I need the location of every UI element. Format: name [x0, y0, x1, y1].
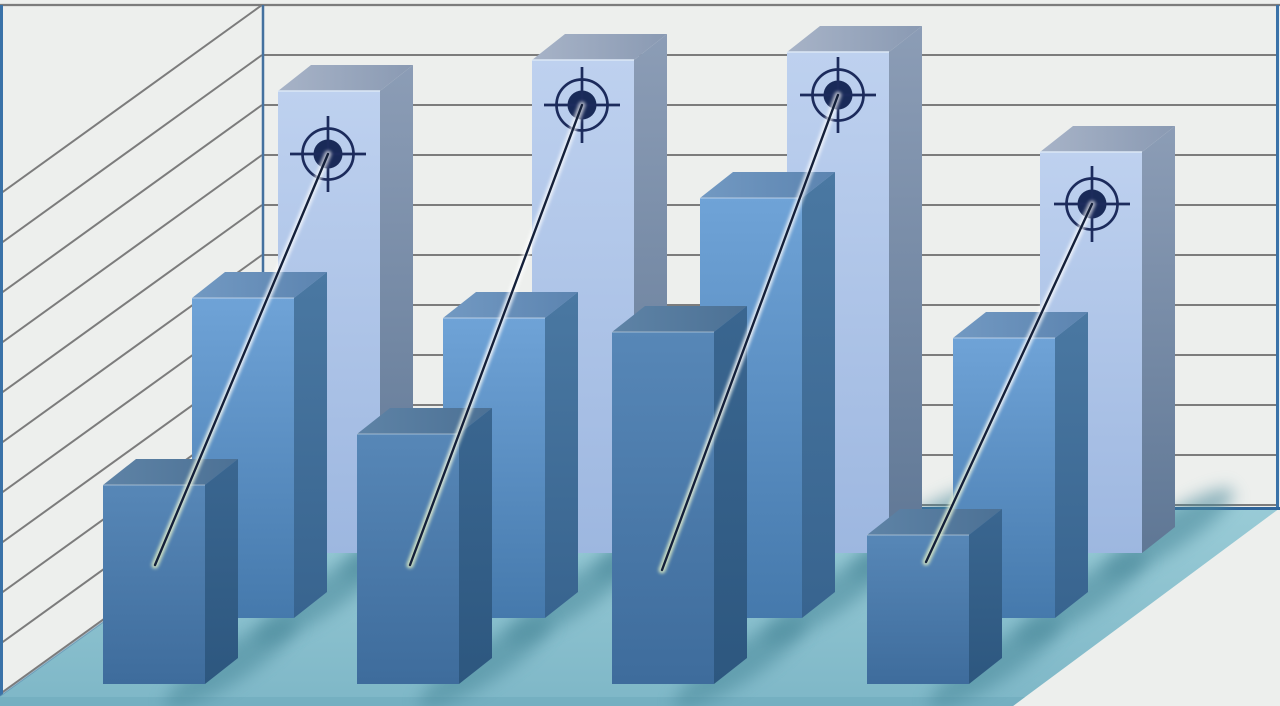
bar-side-face: [802, 172, 835, 618]
target-line: [658, 91, 842, 574]
bar-side-face: [205, 459, 238, 684]
bar-side-face: [459, 408, 492, 684]
bar-shadow: [164, 618, 298, 706]
bar-top-face: [192, 272, 327, 298]
bar-front-group-1: [103, 459, 238, 684]
floor-front-edge: [0, 697, 1025, 706]
target-line: [406, 101, 586, 569]
bar-shadow: [928, 618, 1062, 706]
bar-top-face: [867, 509, 1002, 535]
bar-top-face: [612, 306, 747, 332]
bar-front-group-3: [612, 306, 747, 684]
bar-top-face: [532, 34, 667, 60]
bar-side-face: [889, 26, 922, 553]
bar-side-face: [1055, 312, 1088, 618]
bar-side-face: [545, 292, 578, 618]
bar-top-face: [953, 312, 1088, 338]
bar-shadow: [673, 618, 807, 706]
bar-top-face: [278, 65, 413, 91]
bar-front-group-4: [867, 509, 1002, 684]
bar-side-face: [969, 509, 1002, 684]
bar-side-face: [1142, 126, 1175, 553]
bar-front-face: [103, 485, 205, 684]
bar-top-face: [787, 26, 922, 52]
bar-top-face: [1040, 126, 1175, 152]
target-line: [151, 150, 332, 569]
bar-top-face: [103, 459, 238, 485]
bar-front-face: [867, 535, 969, 684]
bar-shadow: [418, 618, 552, 706]
target-line: [922, 200, 1096, 566]
bar-front-group-2: [357, 408, 492, 684]
bar-front-face: [612, 332, 714, 684]
bar-back-group-3: [787, 26, 922, 553]
bar-side-face: [294, 272, 327, 618]
